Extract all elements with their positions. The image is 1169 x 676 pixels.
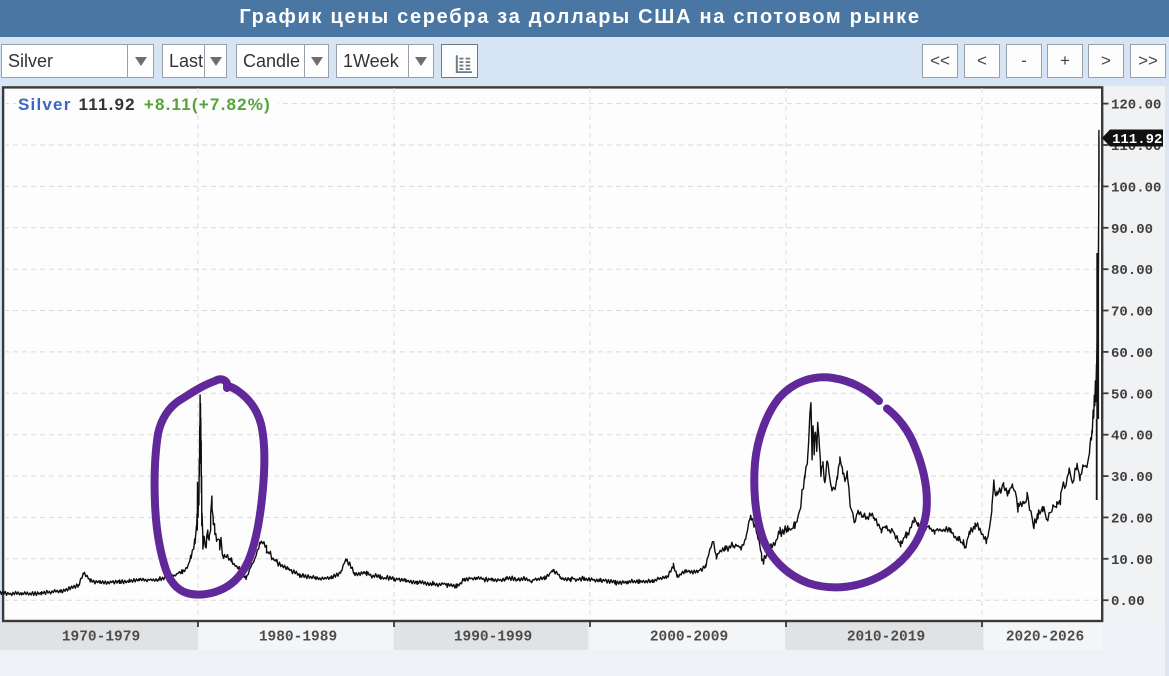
- svg-text:40.00: 40.00: [1111, 429, 1153, 445]
- svg-text:80.00: 80.00: [1111, 263, 1153, 279]
- svg-text:50.00: 50.00: [1111, 387, 1153, 403]
- svg-text:60.00: 60.00: [1111, 346, 1153, 362]
- svg-text:1980-1989: 1980-1989: [259, 630, 337, 646]
- svg-text:20.00: 20.00: [1111, 511, 1153, 527]
- svg-text:1990-1999: 1990-1999: [454, 630, 532, 646]
- svg-text:111.92: 111.92: [1112, 132, 1162, 148]
- svg-text:10.00: 10.00: [1111, 553, 1153, 569]
- svg-text:90.00: 90.00: [1111, 222, 1153, 238]
- svg-text:70.00: 70.00: [1111, 305, 1153, 321]
- svg-text:2020-2026: 2020-2026: [1006, 630, 1084, 646]
- svg-text:1970-1979: 1970-1979: [62, 630, 140, 646]
- svg-text:2010-2019: 2010-2019: [847, 630, 925, 646]
- svg-text:120.00: 120.00: [1111, 98, 1161, 114]
- svg-text:30.00: 30.00: [1111, 470, 1153, 486]
- svg-text:0.00: 0.00: [1111, 594, 1145, 610]
- svg-text:100.00: 100.00: [1111, 180, 1161, 196]
- svg-text:2000-2009: 2000-2009: [650, 630, 728, 646]
